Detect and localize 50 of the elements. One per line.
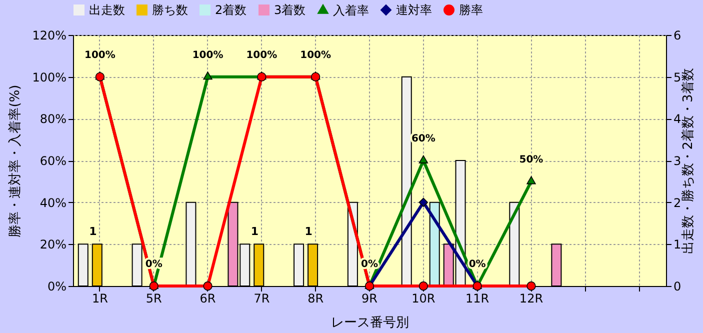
x-tick-label: 9R bbox=[362, 292, 378, 306]
y-tick-label: 40% bbox=[40, 196, 66, 210]
legend-label: 2着数 bbox=[215, 3, 247, 17]
y-tick-label: 20% bbox=[40, 238, 66, 252]
point bbox=[203, 72, 212, 80]
y2-tick-label: 4 bbox=[674, 112, 682, 126]
y2-axis-title: 出走数・勝ち数・2着数・3着数 bbox=[680, 68, 696, 254]
data-label: 50% bbox=[519, 154, 544, 166]
y-tick-label: 60% bbox=[40, 154, 66, 168]
x-tick-label: 6R bbox=[200, 292, 216, 306]
point bbox=[526, 176, 536, 184]
legend-label: 出走数 bbox=[89, 3, 125, 17]
y2-tick-label: 2 bbox=[674, 196, 682, 210]
x-tick-label: 8R bbox=[308, 292, 324, 306]
data-label: 1 bbox=[89, 225, 97, 238]
data-label: 100% bbox=[246, 50, 278, 61]
legend-label: 勝率 bbox=[459, 3, 483, 17]
point bbox=[203, 281, 212, 291]
x-tick-label: 7R bbox=[254, 292, 270, 306]
data-label: 100% bbox=[300, 50, 332, 61]
y-tick-label: 100% bbox=[32, 70, 66, 84]
x-tick-label: 11R bbox=[466, 292, 490, 306]
y2-tick-label: 3 bbox=[674, 154, 682, 168]
legend-label: 入着率 bbox=[333, 4, 369, 18]
data-label: 1 bbox=[304, 225, 312, 238]
y-tick-label: 80% bbox=[40, 112, 66, 126]
data-label: 100% bbox=[192, 50, 224, 61]
point bbox=[418, 198, 428, 207]
data-label: 1 bbox=[250, 225, 259, 238]
legend-label: 3着数 bbox=[274, 3, 306, 17]
x-tick-label: 1R bbox=[92, 292, 108, 306]
x-axis-title: レース番号別 bbox=[331, 316, 409, 330]
y2-tick-label: 1 bbox=[674, 238, 682, 252]
y-tick-label: 0% bbox=[47, 280, 66, 294]
y2-tick-label: 6 bbox=[674, 28, 682, 42]
legend-label: 連対率 bbox=[396, 3, 432, 17]
x-tick-label: 10R bbox=[412, 292, 436, 306]
data-label: 100% bbox=[84, 50, 116, 61]
legend-label: 勝ち数 bbox=[152, 3, 188, 17]
y-axis-title: 勝率・連対率・入着率(%) bbox=[7, 84, 24, 238]
x-tick-label: 12R bbox=[519, 292, 544, 306]
data-label: 0% bbox=[468, 259, 486, 270]
y2-tick-label: 5 bbox=[674, 70, 682, 84]
point bbox=[526, 281, 536, 291]
data-label: 60% bbox=[411, 134, 436, 144]
x-tick-label: 5R bbox=[146, 292, 162, 306]
y-tick-label: 120% bbox=[32, 28, 66, 42]
point bbox=[418, 155, 428, 164]
point bbox=[418, 281, 428, 291]
y2-tick-label: 0 bbox=[674, 280, 682, 294]
